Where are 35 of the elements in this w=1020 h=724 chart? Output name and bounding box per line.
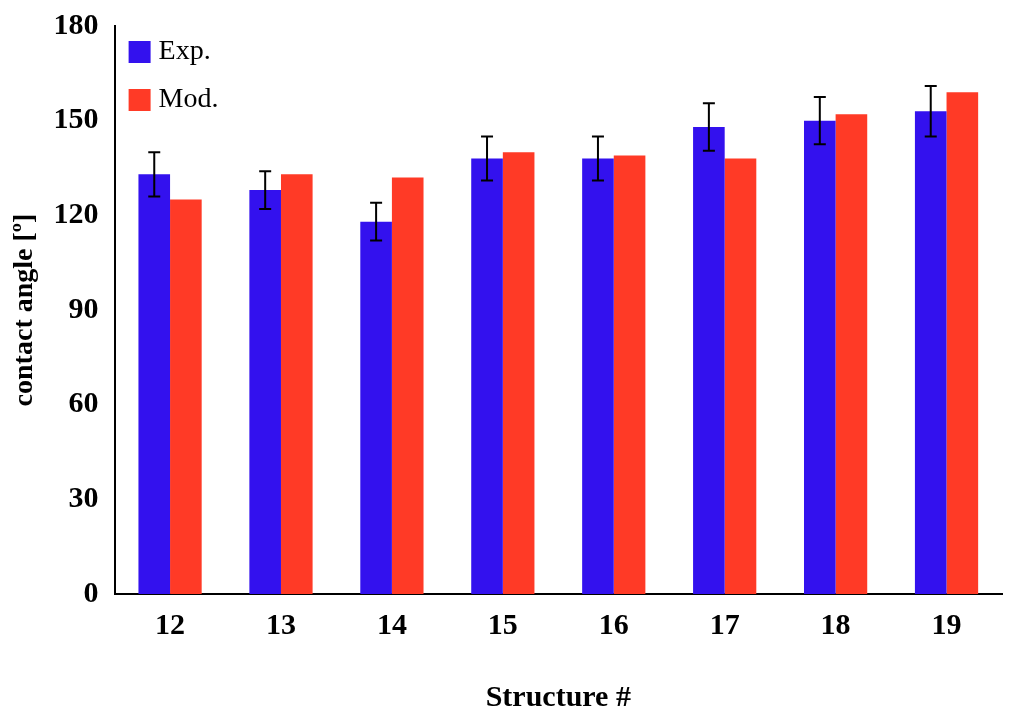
y-tick-label: 90 (68, 290, 99, 324)
bar (471, 158, 503, 594)
x-tick-label: 14 (376, 606, 407, 640)
legend-label: Mod. (158, 82, 219, 114)
bar (835, 114, 868, 594)
bar (502, 152, 535, 594)
bar (170, 199, 202, 594)
bar (582, 158, 614, 594)
bar (138, 174, 171, 594)
bar (613, 155, 646, 594)
bar (946, 92, 979, 594)
y-tick-label: 0 (83, 574, 99, 608)
bar (249, 190, 281, 594)
y-axis-title: contact angle [º] (7, 213, 39, 407)
y-tick-label: 180 (53, 6, 99, 40)
bar (280, 174, 313, 594)
x-tick-label: 17 (709, 606, 740, 640)
x-tick-label: 18 (820, 606, 851, 640)
x-tick-label: 12 (155, 606, 186, 640)
y-tick-label: 150 (53, 101, 99, 135)
bar (693, 126, 725, 594)
x-tick-label: 16 (598, 606, 629, 640)
x-tick-label: 13 (265, 606, 296, 640)
bar (360, 221, 392, 594)
bar (724, 158, 757, 594)
x-tick-label: 19 (931, 606, 962, 640)
bar (391, 177, 424, 594)
x-tick-label: 15 (487, 606, 518, 640)
y-tick-label: 120 (53, 196, 99, 230)
bar (804, 120, 836, 594)
y-tick-label: 60 (68, 385, 99, 419)
bar (914, 111, 947, 594)
y-tick-label: 30 (68, 480, 99, 514)
legend-label: Exp. (158, 34, 211, 66)
x-axis-title: Structure # (485, 678, 631, 712)
